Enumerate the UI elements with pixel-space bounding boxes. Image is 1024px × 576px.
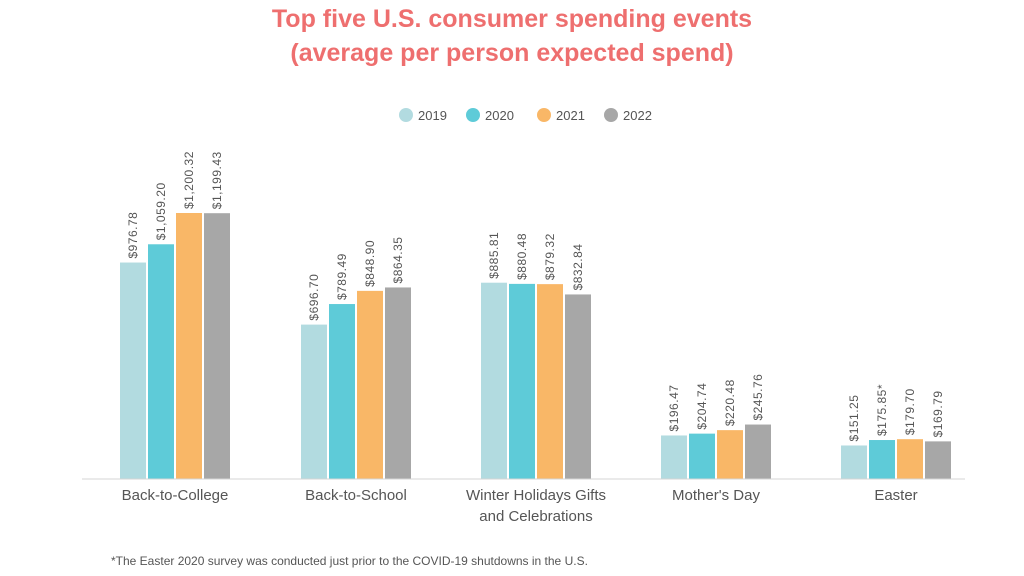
category-label-2-line-0: Winter Holidays Gifts [466, 487, 606, 504]
chart-title-line-2: (average per person expected spend) [290, 39, 734, 67]
data-label-2021-group-1: $848.90 [363, 240, 377, 287]
bar-2019-group-4 [841, 445, 867, 479]
data-label-2019-group-0: $976.78 [126, 212, 140, 259]
category-label-1: Back-to-School [305, 487, 407, 504]
data-label-2020-group-3: $204.74 [695, 383, 709, 430]
category-label-3: Mother's Day [672, 487, 760, 504]
bar-2022-group-3 [745, 424, 771, 479]
data-label-2019-group-1: $696.70 [307, 274, 321, 321]
legend-label-2019: 2019 [418, 108, 447, 123]
bar-2019-group-1 [301, 324, 327, 479]
category-label-0: Back-to-College [122, 487, 229, 504]
bar-2021-group-0 [176, 213, 202, 479]
bar-2021-group-4 [897, 439, 923, 479]
bar-2019-group-0 [120, 262, 146, 479]
legend-marker-2020 [466, 108, 480, 122]
bar-2020-group-1 [329, 304, 355, 479]
legend-label-2022: 2022 [623, 108, 652, 123]
data-label-2021-group-2: $879.32 [543, 233, 557, 280]
legend-marker-2022 [604, 108, 618, 122]
legend-marker-2021 [537, 108, 551, 122]
bar-2022-group-4 [925, 441, 951, 479]
data-label-2019-group-3: $196.47 [667, 385, 681, 432]
category-label-2-line-1: and Celebrations [479, 508, 592, 525]
bar-2019-group-3 [661, 435, 687, 479]
data-label-2021-group-4: $179.70 [903, 388, 917, 435]
bar-2022-group-1 [385, 287, 411, 479]
bar-2020-group-4 [869, 440, 895, 479]
bar-2022-group-2 [565, 294, 591, 479]
bar-2021-group-2 [537, 284, 563, 479]
chart-title-line-1: Top five U.S. consumer spending events [271, 5, 753, 33]
data-label-2019-group-2: $885.81 [487, 232, 501, 279]
bar-2019-group-2 [481, 282, 507, 479]
data-label-2021-group-0: $1,200.32 [182, 151, 196, 209]
data-label-2022-group-4: $169.79 [931, 390, 945, 437]
legend-label-2021: 2021 [556, 108, 585, 123]
data-label-2020-group-2: $880.48 [515, 233, 529, 280]
data-label-2021-group-3: $220.48 [723, 379, 737, 426]
data-label-2022-group-3: $245.76 [751, 374, 765, 421]
data-label-2020-group-4: $175.85* [875, 384, 889, 436]
bar-2021-group-3 [717, 430, 743, 479]
footnote: *The Easter 2020 survey was conducted ju… [111, 554, 588, 568]
legend-label-2020: 2020 [485, 108, 514, 123]
bar-2022-group-0 [204, 213, 230, 479]
bar-2020-group-2 [509, 283, 535, 479]
bar-2021-group-1 [357, 290, 383, 479]
data-label-2022-group-1: $864.35 [391, 237, 405, 284]
data-label-2020-group-1: $789.49 [335, 253, 349, 300]
bar-2020-group-3 [689, 433, 715, 479]
bar-2020-group-0 [148, 244, 174, 479]
data-label-2022-group-0: $1,199.43 [210, 151, 224, 209]
data-label-2020-group-0: $1,059.20 [154, 182, 168, 240]
chart-title: Top five U.S. consumer spending events (… [0, 2, 1024, 70]
data-label-2022-group-2: $832.84 [571, 244, 585, 291]
legend-marker-2019 [399, 108, 413, 122]
category-label-4: Easter [874, 487, 917, 504]
data-label-2019-group-4: $151.25 [847, 395, 861, 442]
